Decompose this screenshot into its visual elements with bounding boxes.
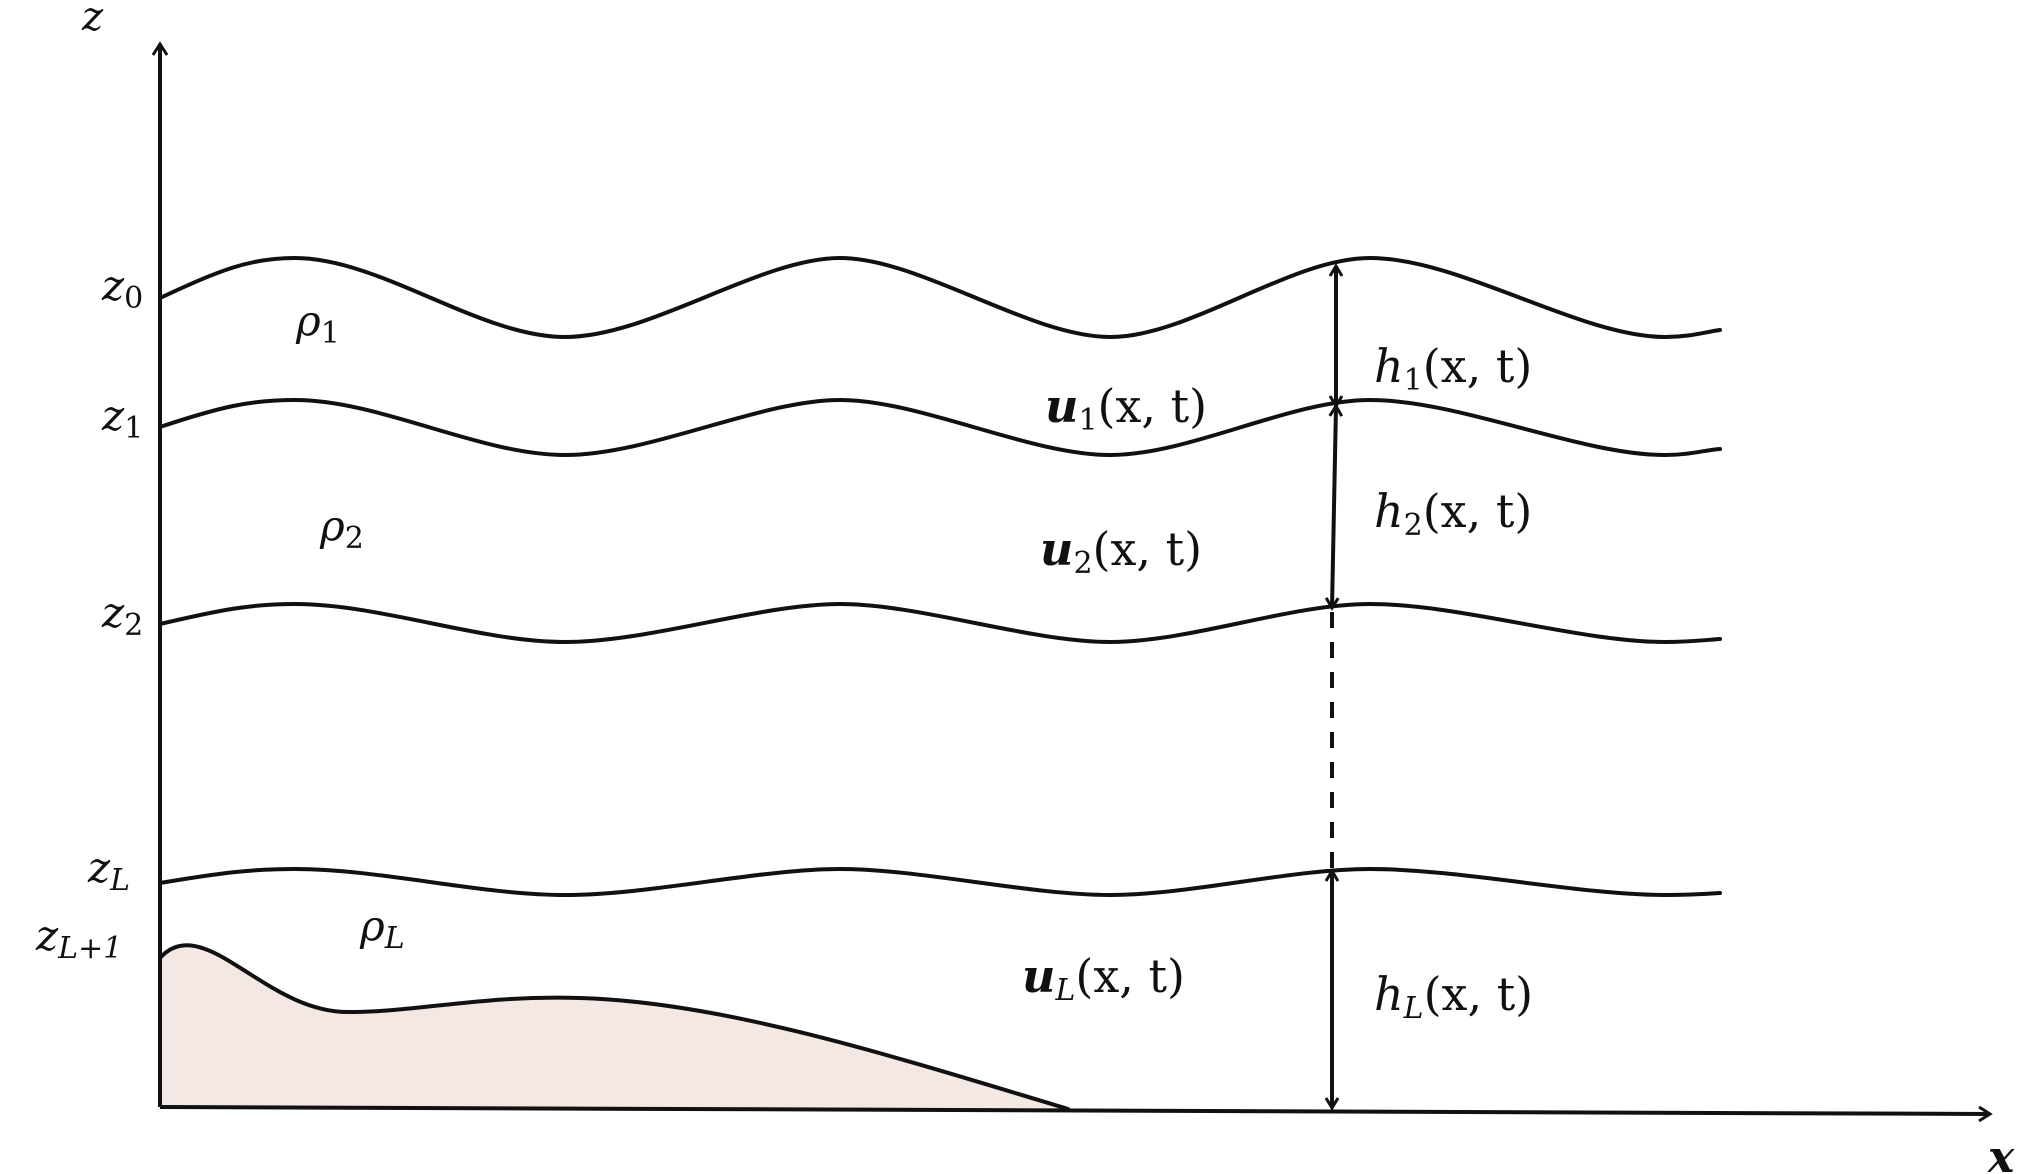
velocity-uL: uL(x, t)	[1022, 949, 1185, 1008]
label-z1: z1	[101, 391, 143, 446]
density-rho2: ρ2	[319, 501, 364, 556]
h2-arrow	[1324, 403, 1344, 611]
label-zL1: zL+1	[35, 911, 122, 966]
label-z0: z0	[101, 261, 143, 316]
interface-z1	[158, 397, 1722, 458]
thickness-h2: h2(x, t)	[1374, 484, 1532, 543]
interface-z2	[158, 601, 1722, 645]
velocity-u2: u2(x, t)	[1040, 522, 1202, 581]
velocity-u1: u1(x, t)	[1045, 379, 1207, 438]
interface-zL	[158, 866, 1722, 898]
interface-z0	[158, 255, 1722, 340]
thickness-h1: h1(x, t)	[1374, 339, 1532, 398]
density-rho1: ρ1	[295, 296, 340, 351]
x-axis-label: x	[1987, 1132, 2015, 1174]
label-z2: z2	[101, 588, 143, 643]
bathymetry-outline	[158, 943, 1070, 1111]
z-axis-label: z	[81, 0, 104, 40]
bathymetry	[160, 945, 1068, 1109]
thickness-hL: hL(x, t)	[1374, 967, 1533, 1026]
x-axis	[159, 1105, 1990, 1114]
label-zL: zL	[87, 843, 130, 898]
density-rhoL: ρL	[359, 901, 405, 956]
